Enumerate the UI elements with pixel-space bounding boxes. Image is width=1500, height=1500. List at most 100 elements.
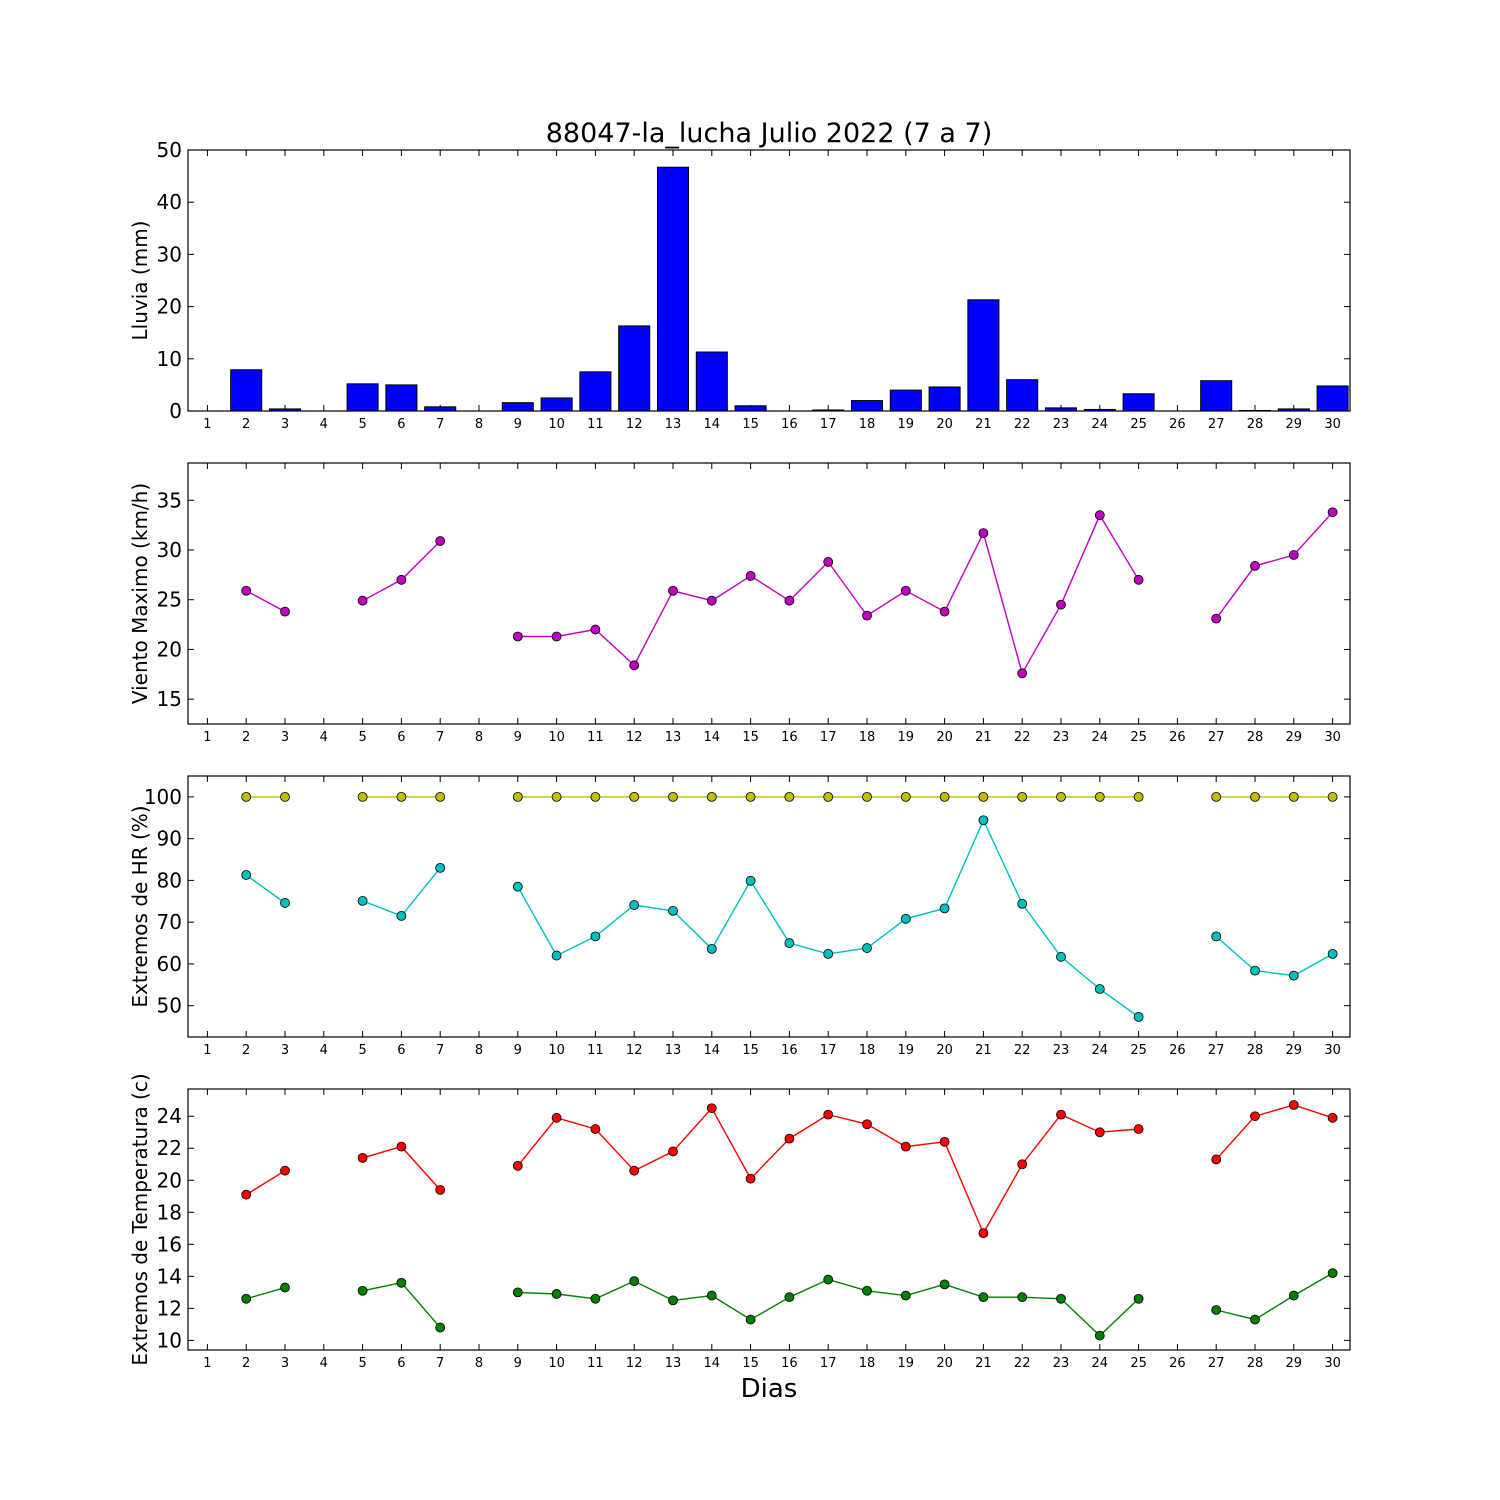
bar	[928, 386, 961, 412]
series-1-point	[862, 1119, 872, 1130]
series-2-point	[1056, 951, 1066, 962]
y-tick-label: 10	[157, 347, 182, 371]
x-tick-label: 27	[1208, 417, 1225, 432]
y-tick-label: 80	[157, 868, 182, 892]
x-tick-label: 10	[548, 417, 565, 432]
y-tick-label: 50	[157, 138, 182, 162]
x-tick-label: 8	[475, 1043, 483, 1058]
series-1-point	[551, 631, 562, 642]
series-2-point	[939, 1279, 950, 1290]
bar	[268, 408, 302, 412]
x-tick-label: 1	[203, 1043, 211, 1058]
series-2-point	[551, 950, 562, 961]
y-tick-label: 12	[157, 1296, 182, 1320]
x-tick-label: 11	[587, 417, 604, 432]
bar	[1083, 408, 1116, 412]
series-2-point	[357, 895, 368, 906]
series-1-point	[1211, 1154, 1222, 1165]
y-tick-label: 22	[157, 1136, 182, 1160]
series-1-point	[396, 791, 407, 802]
x-tick-label: 27	[1208, 1043, 1225, 1058]
series-2-point	[745, 1314, 756, 1325]
y-tick-label: 15	[157, 687, 182, 711]
series-1-point	[978, 1228, 989, 1239]
x-tick-label: 6	[397, 417, 405, 432]
series-1-point	[1250, 1111, 1260, 1122]
series-1-point	[357, 1152, 368, 1163]
series-1-point	[1327, 507, 1338, 518]
series-1-point	[939, 606, 950, 617]
x-tick-label: 2	[242, 417, 250, 432]
x-tick-label: 7	[436, 417, 444, 432]
x-tick-label: 16	[781, 1356, 798, 1371]
x-tick-label: 17	[820, 417, 837, 432]
x-tick-label: 29	[1286, 1356, 1303, 1371]
series-2-point	[1211, 931, 1222, 942]
panel-frame	[187, 149, 1351, 412]
series-2-point	[1327, 948, 1338, 959]
x-tick-label: 14	[704, 1043, 721, 1058]
series-2-point	[629, 900, 640, 910]
x-tick-label: 4	[320, 1356, 328, 1371]
bar	[501, 402, 534, 412]
series-1-point	[1250, 791, 1260, 802]
x-tick-label: 10	[548, 1043, 565, 1058]
x-tick-label: 20	[936, 417, 953, 432]
y-tick-label: 30	[157, 538, 182, 562]
series-1-point	[1288, 1100, 1299, 1110]
x-tick-label: 9	[514, 417, 522, 432]
series-2-point	[435, 1322, 446, 1333]
series-1-point	[590, 1124, 601, 1134]
x-tick-label: 9	[514, 1356, 522, 1371]
series-2-point	[1017, 1292, 1028, 1303]
series-2-point	[1250, 1314, 1260, 1325]
x-tick-label: 6	[397, 1043, 405, 1058]
chart-title: 88047-la_lucha Julio 2022 (7 a 7)	[546, 118, 993, 149]
x-tick-label: 22	[1014, 417, 1031, 432]
x-tick-label: 25	[1130, 730, 1147, 745]
series-2-point	[1250, 965, 1260, 976]
x-tick-label: 1	[203, 730, 211, 745]
bar	[424, 406, 457, 412]
bar	[695, 351, 728, 412]
series-2-line	[1215, 935, 1333, 977]
series-1-point	[629, 1165, 640, 1176]
series-1-point	[1288, 791, 1299, 802]
x-tick-label: 24	[1092, 1043, 1109, 1058]
series-2-point	[1327, 1268, 1338, 1279]
bar	[1277, 408, 1310, 412]
series-1-point	[435, 791, 446, 802]
series-2-point	[1288, 1290, 1299, 1301]
x-tick-label: 8	[475, 417, 483, 432]
x-tick-label: 13	[665, 1356, 682, 1371]
x-tick-label: 16	[781, 1043, 798, 1058]
bar	[889, 389, 922, 412]
x-tick-label: 23	[1053, 1043, 1070, 1058]
bar	[850, 400, 884, 412]
series-1-point	[1211, 791, 1222, 802]
x-tick-label: 15	[742, 730, 759, 745]
series-1-point	[512, 791, 523, 802]
x-tick-label: 7	[436, 1043, 444, 1058]
x-tick-label: 19	[898, 730, 915, 745]
series-2-line	[1216, 1272, 1333, 1321]
x-tick-label: 22	[1014, 1356, 1031, 1371]
series-2-point	[978, 1292, 989, 1303]
x-tick-label: 13	[665, 730, 682, 745]
series-2-point	[784, 938, 795, 948]
series-2-point	[900, 913, 911, 924]
x-tick-label: 20	[936, 730, 953, 745]
x-tick-label: 5	[358, 417, 366, 432]
x-tick-label: 17	[820, 1356, 837, 1371]
series-1-point	[745, 1173, 756, 1184]
series-1-point	[823, 1109, 834, 1120]
series-1-point	[668, 585, 678, 596]
bar	[540, 397, 573, 412]
x-tick-label: 3	[281, 417, 289, 432]
x-tick-label: 6	[397, 730, 405, 745]
series-1-point	[396, 574, 407, 585]
x-tick-label: 28	[1247, 1043, 1264, 1058]
x-tick-label: 5	[358, 1043, 366, 1058]
